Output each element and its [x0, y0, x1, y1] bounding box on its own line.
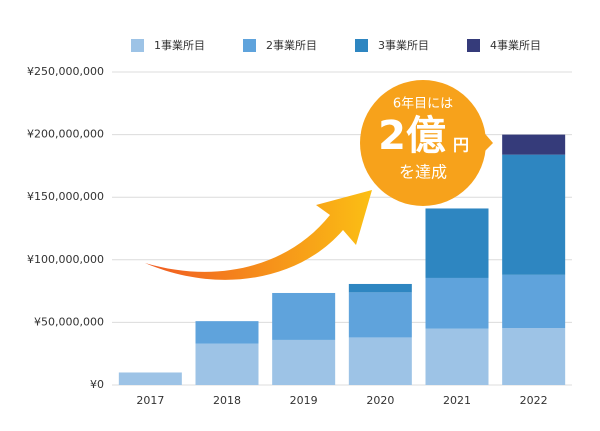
bar-segment [195, 321, 259, 344]
bar-segment [502, 154, 566, 275]
legend-label: 2事業所目 [266, 39, 317, 52]
callout-big: 2億 [378, 113, 446, 159]
plot-area: ¥0 ¥50,000,000 ¥100,000,000 ¥150,000,000 ¥20… [27, 39, 572, 407]
legend-label: 1事業所目 [154, 39, 205, 52]
y-tick-label: ¥100,000,000 [27, 253, 104, 266]
legend-swatch [467, 39, 480, 52]
callout-pointer [480, 128, 493, 156]
y-tick-label: ¥50,000,000 [34, 315, 104, 328]
callout-unit: 円 [453, 136, 469, 155]
x-tick-label: 2017 [136, 394, 164, 407]
bar-segment [348, 337, 412, 385]
bar-segment [348, 292, 412, 338]
legend-label: 4事業所目 [490, 39, 541, 52]
legend-label: 3事業所目 [378, 39, 429, 52]
x-tick-label: 2021 [443, 394, 471, 407]
callout-line3: を達成 [399, 163, 447, 182]
growth-arrow [145, 190, 372, 280]
bar-segment [502, 134, 566, 155]
y-tick-label: ¥0 [90, 378, 104, 391]
x-tick-label: 2020 [366, 394, 394, 407]
y-tick-label: ¥200,000,000 [27, 128, 104, 141]
bar-segment [502, 328, 566, 385]
callout-line1: 6年目には [393, 97, 453, 112]
y-tick-label: ¥150,000,000 [27, 190, 104, 203]
legend-swatch [131, 39, 144, 52]
bar-segment [425, 277, 489, 329]
bar-segment [425, 328, 489, 385]
bar-segment [502, 274, 566, 329]
x-tick-label: 2022 [520, 394, 548, 407]
bar-segment [272, 339, 336, 385]
callout: 6年目には 2億 円 を達成 [360, 80, 493, 206]
x-tick-label: 2019 [290, 394, 318, 407]
bar-segment [425, 208, 489, 278]
bar-segment [118, 372, 182, 385]
bar-segment [348, 283, 412, 293]
x-tick-label: 2018 [213, 394, 241, 407]
callout-circle [360, 80, 486, 206]
bar-segment [195, 343, 259, 385]
legend-swatch [243, 39, 256, 52]
y-tick-label: ¥250,000,000 [27, 65, 104, 78]
legend-swatch [355, 39, 368, 52]
bar-segment [272, 292, 336, 340]
